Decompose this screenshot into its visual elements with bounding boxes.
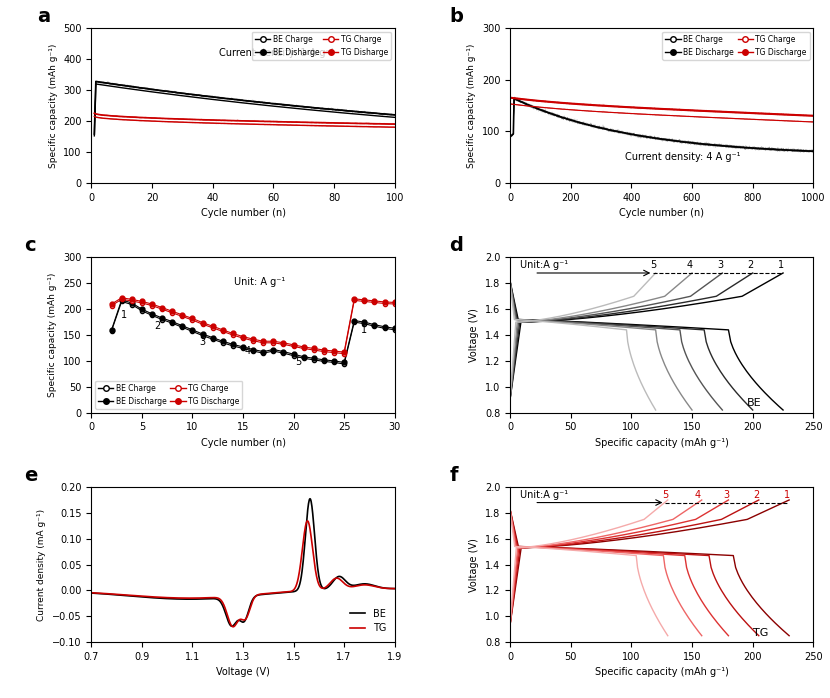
Text: 2: 2 (747, 260, 754, 270)
Text: f: f (449, 466, 458, 485)
Text: 3: 3 (717, 260, 723, 270)
Text: 1: 1 (120, 310, 127, 320)
X-axis label: Cycle number (n): Cycle number (n) (201, 208, 286, 218)
Y-axis label: Specific capacity (mAh g⁻¹): Specific capacity (mAh g⁻¹) (48, 273, 57, 397)
Text: c: c (25, 237, 37, 255)
X-axis label: Specific capacity (mAh g⁻¹): Specific capacity (mAh g⁻¹) (595, 667, 729, 678)
Legend: BE Charge, BE Disharge, TG Charge, TG Disharge: BE Charge, BE Disharge, TG Charge, TG Di… (252, 31, 391, 59)
Text: 5: 5 (650, 260, 657, 270)
TG (263, 589, 273, 597)
TG (86, 588, 96, 597)
BE (271, 589, 281, 597)
Text: a: a (37, 7, 50, 26)
BE (390, 584, 400, 593)
TG (302, 517, 312, 525)
TG (280, 588, 290, 596)
Text: Current density: 1 A g⁻¹: Current density: 1 A g⁻¹ (219, 48, 334, 58)
X-axis label: Cycle number (n): Cycle number (n) (619, 208, 704, 218)
Text: 4: 4 (695, 490, 701, 500)
BE (263, 590, 273, 598)
TG (317, 584, 327, 593)
Text: Unit: A g⁻¹: Unit: A g⁻¹ (234, 277, 286, 288)
BE (86, 589, 96, 597)
TG (228, 623, 238, 631)
BE (105, 590, 115, 598)
Y-axis label: Specific capacity (mAh g⁻¹): Specific capacity (mAh g⁻¹) (467, 43, 476, 168)
Text: 1: 1 (778, 260, 784, 270)
BE (280, 588, 290, 597)
Text: Unit:A g⁻¹: Unit:A g⁻¹ (520, 260, 568, 270)
Text: 2: 2 (754, 490, 759, 500)
Text: TG: TG (753, 628, 768, 638)
Text: 5: 5 (662, 490, 668, 500)
Text: 1: 1 (361, 325, 368, 336)
Y-axis label: Current density (mA g⁻¹): Current density (mA g⁻¹) (37, 509, 46, 621)
Text: b: b (449, 7, 463, 26)
BE (349, 581, 359, 590)
Y-axis label: Voltage (V): Voltage (V) (469, 537, 480, 591)
Text: e: e (25, 466, 38, 485)
Text: Unit:A g⁻¹: Unit:A g⁻¹ (520, 490, 568, 500)
BE (317, 583, 327, 591)
Line: BE: BE (91, 499, 395, 626)
TG (349, 582, 359, 591)
Text: d: d (449, 237, 463, 255)
TG (271, 588, 281, 597)
Y-axis label: Voltage (V): Voltage (V) (469, 308, 480, 362)
Text: 5: 5 (295, 357, 302, 366)
TG (105, 590, 115, 598)
X-axis label: Specific capacity (mAh g⁻¹): Specific capacity (mAh g⁻¹) (595, 438, 729, 448)
Text: 4: 4 (245, 346, 251, 356)
BE (305, 495, 315, 503)
Text: 3: 3 (199, 337, 206, 347)
Line: TG: TG (91, 521, 395, 627)
Text: 3: 3 (723, 490, 729, 500)
Text: Current density: 4 A g⁻¹: Current density: 4 A g⁻¹ (625, 151, 741, 162)
TG (390, 584, 400, 593)
Text: 1: 1 (784, 490, 790, 500)
Legend: BE Charge, BE Discharge, TG Charge, TG Discharge: BE Charge, BE Discharge, TG Charge, TG D… (95, 381, 242, 409)
Text: 2: 2 (154, 321, 160, 332)
Text: BE: BE (747, 398, 761, 408)
BE (227, 622, 237, 630)
Legend: BE Charge, BE Discharge, TG Charge, TG Discharge: BE Charge, BE Discharge, TG Charge, TG D… (662, 31, 809, 59)
Legend: BE, TG: BE, TG (346, 604, 390, 637)
Y-axis label: Specific capacity (mAh g⁻¹): Specific capacity (mAh g⁻¹) (48, 43, 57, 168)
X-axis label: Cycle number (n): Cycle number (n) (201, 438, 286, 448)
Text: 4: 4 (686, 260, 693, 270)
X-axis label: Voltage (V): Voltage (V) (216, 667, 270, 678)
